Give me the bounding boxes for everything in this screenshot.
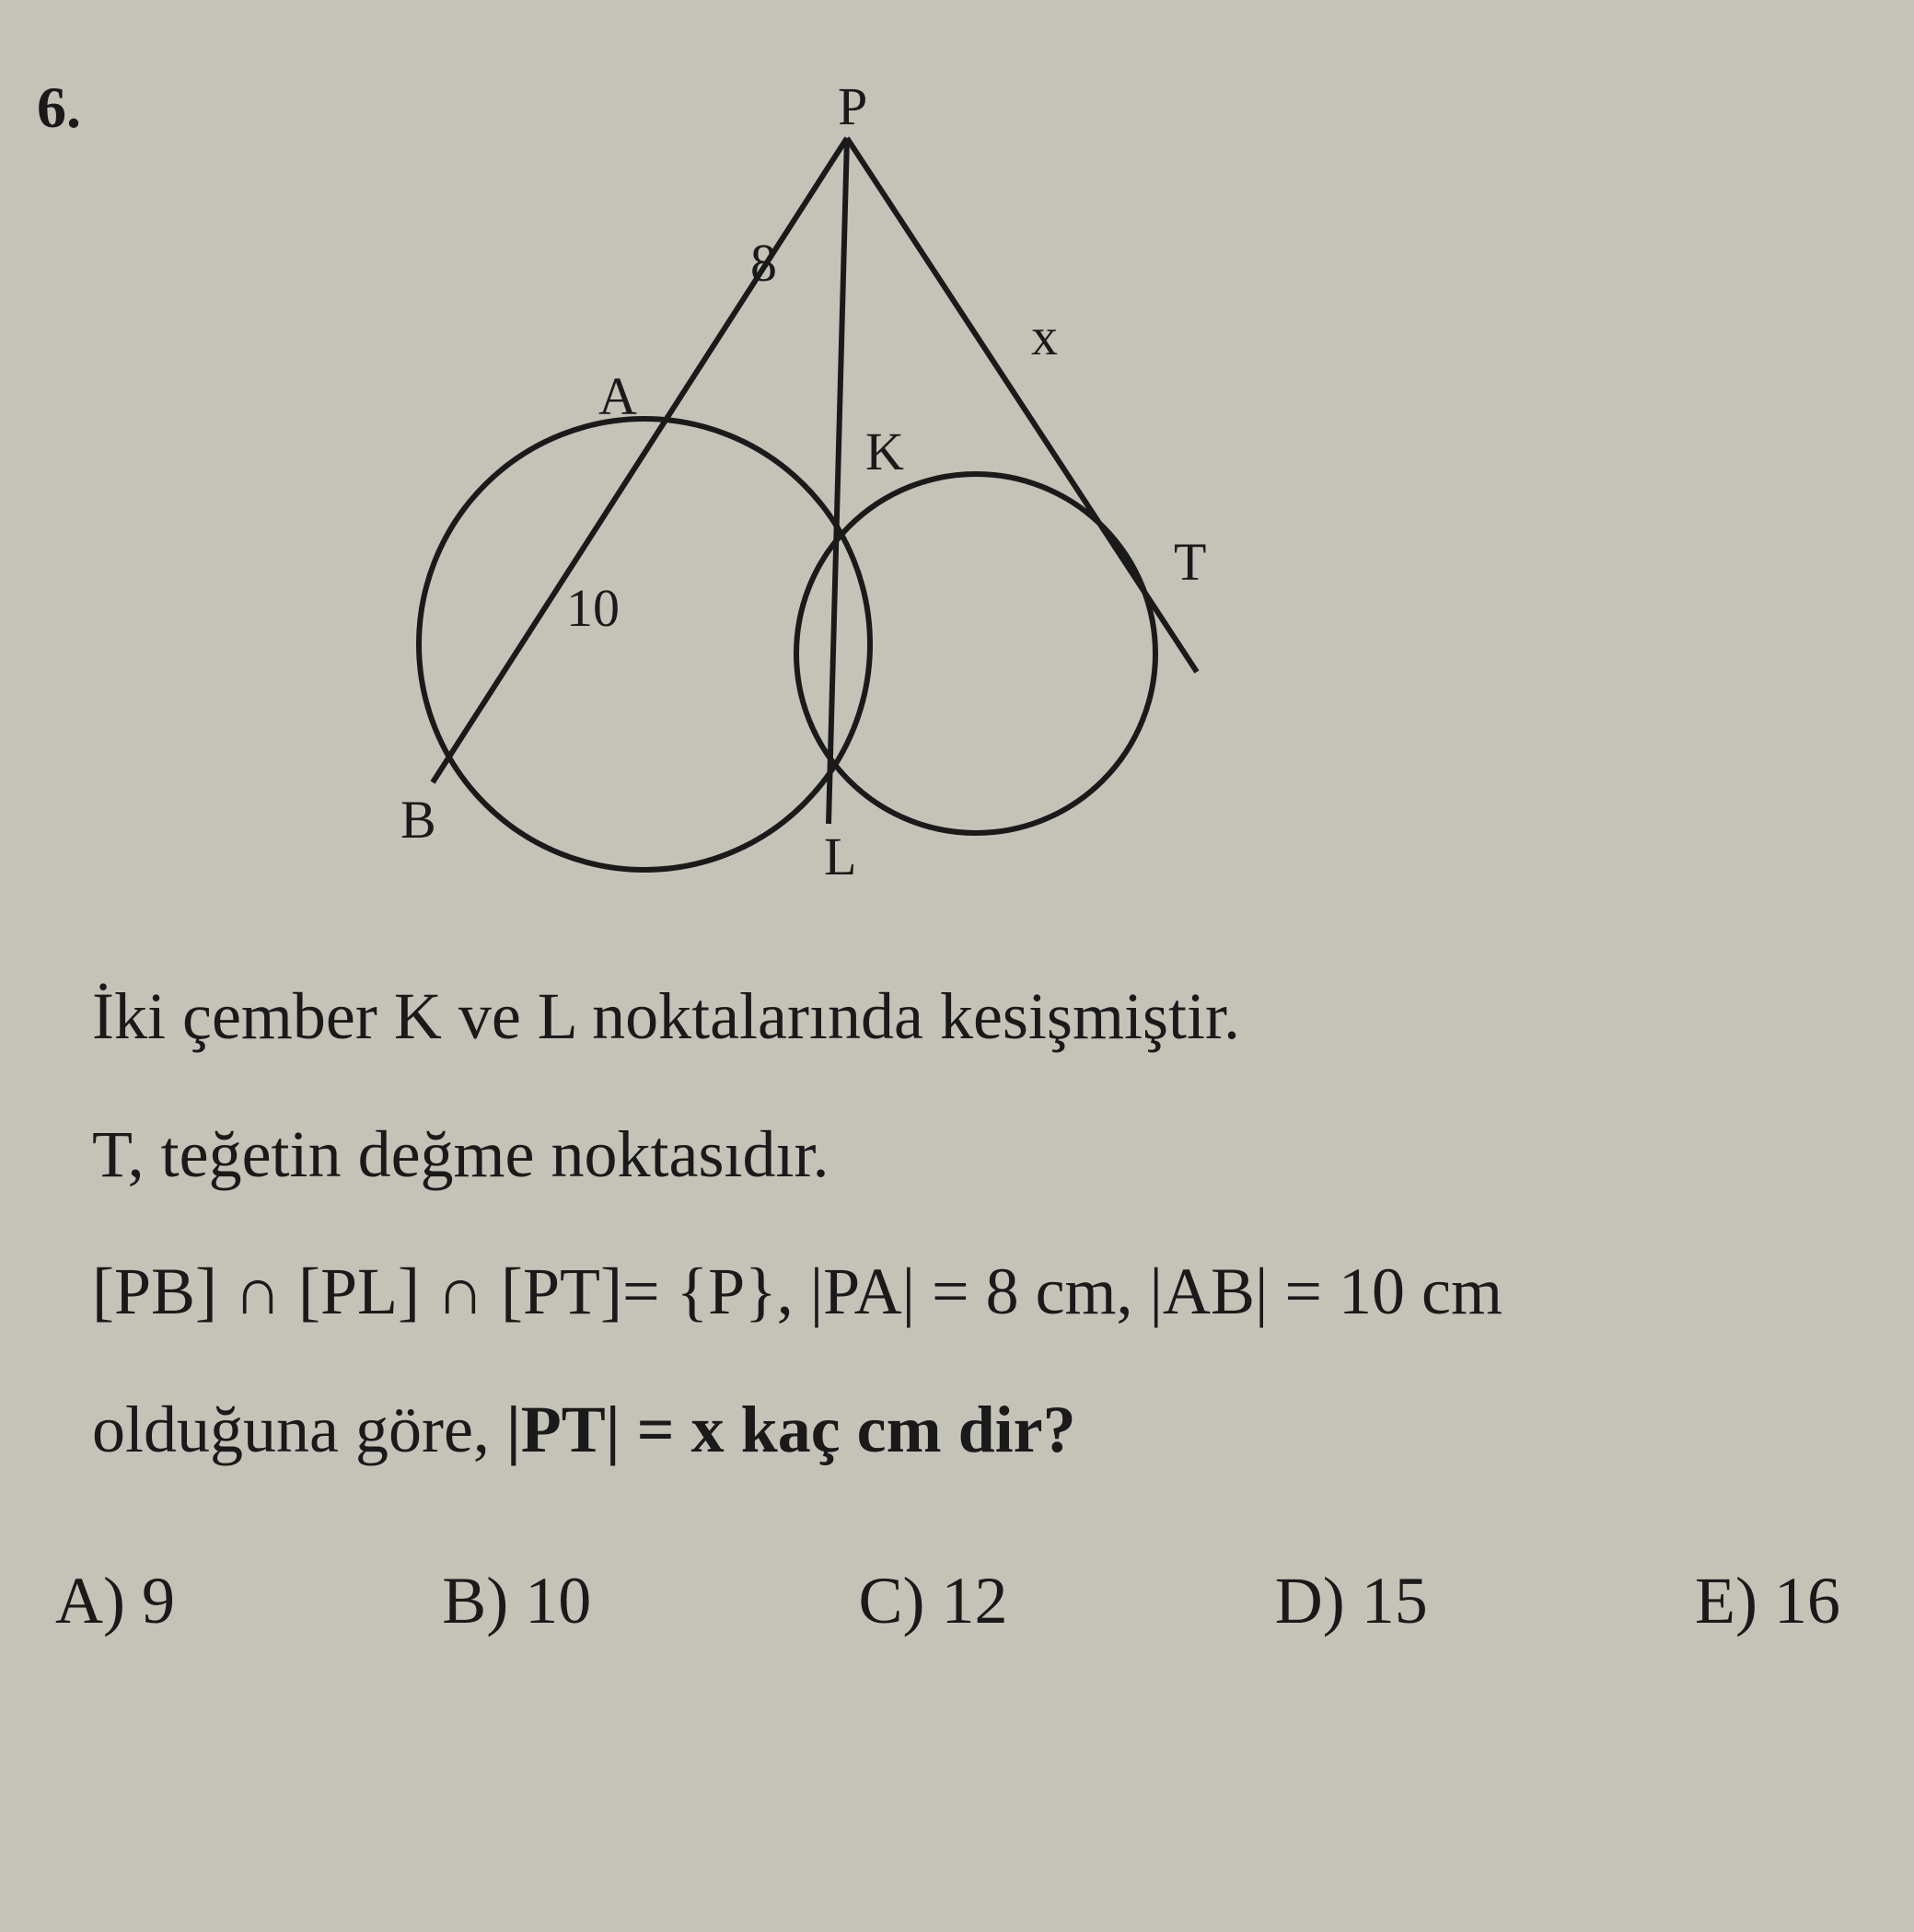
geometry-diagram: P 8 x A K T 10 B L bbox=[313, 74, 1326, 902]
line-PB bbox=[433, 138, 847, 782]
question-number: 6. bbox=[37, 74, 81, 142]
label-B: B bbox=[400, 790, 436, 850]
text-line-4-bold: |PT| = x kaç cm dir? bbox=[506, 1393, 1076, 1466]
line-PL bbox=[829, 138, 847, 824]
answer-options: A) 9 B) 10 C) 12 D) 15 E) 16 bbox=[55, 1563, 1859, 1639]
circle-left bbox=[419, 419, 870, 870]
option-E: E) 16 bbox=[1695, 1563, 1840, 1639]
text-line-4: olduğuna göre, |PT| = x kaç cm dir? bbox=[92, 1371, 1822, 1490]
question-text: İki çember K ve L noktalarında kesişmişt… bbox=[55, 957, 1859, 1489]
text-line-3: [PB] ∩ [PL] ∩ [PT]= {P}, |PA| = 8 cm, |A… bbox=[92, 1232, 1822, 1352]
label-8: 8 bbox=[750, 233, 777, 293]
text-line-4-prefix: olduğuna göre, bbox=[92, 1393, 506, 1466]
label-A: A bbox=[598, 366, 637, 426]
label-10: 10 bbox=[566, 578, 620, 638]
label-T: T bbox=[1174, 532, 1206, 592]
option-B: B) 10 bbox=[442, 1563, 591, 1639]
label-x: x bbox=[1031, 307, 1058, 366]
line-PT bbox=[847, 138, 1197, 672]
label-L: L bbox=[824, 827, 856, 886]
option-D: D) 15 bbox=[1275, 1563, 1428, 1639]
option-C: C) 12 bbox=[859, 1563, 1008, 1639]
label-P: P bbox=[838, 76, 867, 136]
label-K: K bbox=[865, 422, 904, 481]
option-A: A) 9 bbox=[55, 1563, 175, 1639]
text-line-2: T, teğetin değme noktasıdır. bbox=[92, 1095, 1822, 1215]
text-line-1: İki çember K ve L noktalarında kesişmişt… bbox=[92, 957, 1822, 1077]
